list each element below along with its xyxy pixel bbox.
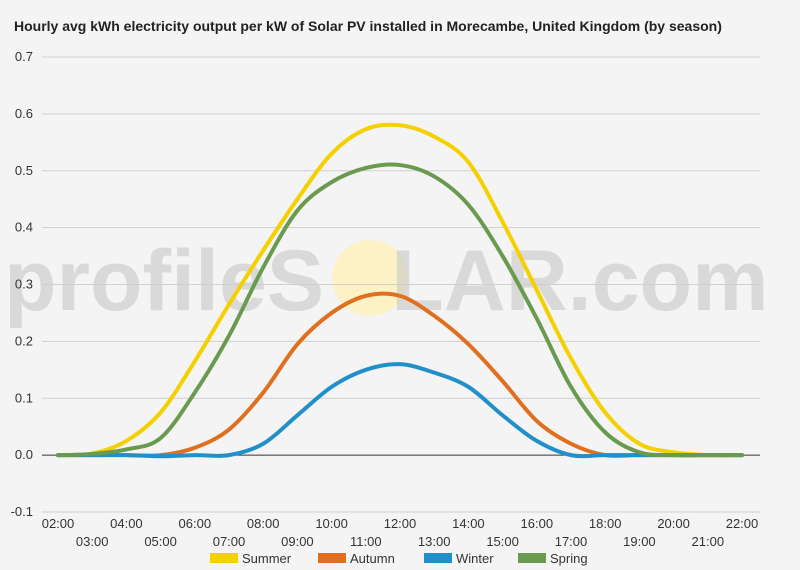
- legend-swatch-spring: [518, 553, 546, 563]
- x-tick-label: 21:00: [692, 534, 725, 549]
- x-tick-label: 17:00: [555, 534, 588, 549]
- x-tick-label: 06:00: [179, 516, 212, 531]
- legend-label-winter: Winter: [456, 551, 494, 566]
- x-tick-label: 22:00: [726, 516, 759, 531]
- legend-label-autumn: Autumn: [350, 551, 395, 566]
- legend-swatch-winter: [424, 553, 452, 563]
- x-tick-label: 02:00: [42, 516, 75, 531]
- series-line-summer: [56, 122, 744, 458]
- watermark-sun: [332, 240, 408, 316]
- x-tick-label: 10:00: [315, 516, 348, 531]
- legend-swatch-autumn: [318, 553, 346, 563]
- x-tick-label: 08:00: [247, 516, 280, 531]
- legend-label-spring: Spring: [550, 551, 588, 566]
- x-tick-label: 19:00: [623, 534, 656, 549]
- x-tick-label: 14:00: [452, 516, 485, 531]
- y-tick-label: 0.1: [15, 390, 33, 405]
- x-tick-label: 12:00: [384, 516, 417, 531]
- x-tick-label: 04:00: [110, 516, 143, 531]
- x-tick-label: 03:00: [76, 534, 109, 549]
- x-tick-label: 18:00: [589, 516, 622, 531]
- watermark-suffix: LAR.com: [391, 233, 768, 329]
- y-tick-label: 0.7: [15, 49, 33, 64]
- y-tick-label: 0.4: [15, 220, 33, 235]
- y-tick-label: 0.5: [15, 163, 33, 178]
- watermark-prefix: profileS: [4, 233, 324, 329]
- series-line-spring: [56, 162, 744, 458]
- legend-swatch-summer: [210, 553, 238, 563]
- legend-label-summer: Summer: [242, 551, 292, 566]
- series-lines: [56, 122, 744, 459]
- x-tick-label: 11:00: [350, 534, 382, 549]
- watermark: profileSOLAR.com: [4, 233, 769, 329]
- x-tick-label: 15:00: [486, 534, 519, 549]
- y-tick-label: 0.0: [15, 447, 33, 462]
- watermark-text: profileSOLAR.com: [4, 233, 769, 329]
- x-tick-label: 13:00: [418, 534, 451, 549]
- legend: Summer Autumn Winter Spring: [210, 551, 588, 566]
- watermark-o: O: [324, 233, 391, 329]
- series-line-winter: [56, 362, 744, 459]
- x-tick-label: 16:00: [521, 516, 554, 531]
- x-tick-label: 09:00: [281, 534, 314, 549]
- y-axis: 0.7 0.6 0.5 0.4 0.3 0.2 0.1 0.0 -0.1: [11, 49, 33, 519]
- x-tick-label: 07:00: [213, 534, 246, 549]
- y-tick-label: 0.3: [15, 277, 33, 292]
- y-tick-label: -0.1: [11, 504, 33, 519]
- x-axis: 02:00 04:00 06:00 08:00 10:00 12:00 14:00 16:00…: [42, 516, 759, 549]
- y-tick-label: 0.2: [15, 333, 33, 348]
- y-tick-label: 0.6: [15, 106, 33, 121]
- x-tick-label: 05:00: [144, 534, 177, 549]
- x-tick-label: 20:00: [657, 516, 690, 531]
- chart-title: Hourly avg kWh electricity output per kW…: [14, 18, 722, 34]
